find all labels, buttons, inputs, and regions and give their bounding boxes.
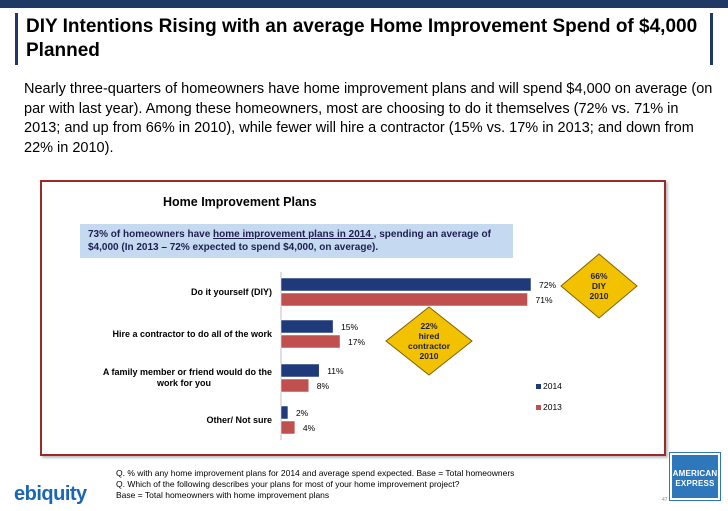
summary-text: Nearly three-quarters of homeowners have… — [24, 81, 713, 156]
page-title: DIY Intentions Rising with an average Ho… — [26, 16, 698, 61]
annotation-label: 66% DIY 2010 — [590, 271, 609, 301]
data-label-2014: 11% — [327, 366, 344, 376]
data-label-2013: 17% — [348, 337, 365, 347]
legend-swatch-2013 — [536, 405, 541, 410]
annotation-diamond — [560, 253, 638, 319]
amex-line-1: AMERICAN — [672, 469, 718, 478]
callout-text-before: 73% of homeowners have — [88, 229, 214, 240]
bar-2013 — [280, 378, 310, 393]
category-label: Other/ Not sure — [206, 415, 272, 425]
footnote-2: Q. Which of the following describes your… — [116, 479, 460, 489]
annotation-diamond — [385, 306, 473, 376]
data-label-2014: 15% — [341, 322, 358, 332]
page-number: 47 — [662, 497, 668, 503]
data-label-2013: 71% — [536, 295, 553, 305]
ebiquity-logo: ebiquity — [14, 483, 87, 505]
american-express-logo: AMERICAN EXPRESS — [669, 452, 721, 501]
top-bar — [0, 0, 728, 8]
category-label: Do it yourself (DIY) — [191, 287, 272, 297]
bar-2014 — [280, 405, 289, 420]
data-label-2014: 2% — [296, 408, 309, 418]
amex-line-2: EXPRESS — [675, 479, 715, 488]
footnotes: Q. % with any home improvement plans for… — [116, 468, 636, 501]
callout-text-after: , spending an average of $4,000 (In 2013… — [88, 229, 491, 253]
data-label-2013: 8% — [317, 381, 330, 391]
annotation-label: 22% hired contractor 2010 — [408, 321, 451, 361]
category-label: A family member or friend would do the wo… — [103, 367, 272, 388]
bar-2014 — [280, 277, 532, 292]
bar-2014 — [280, 319, 334, 334]
bar-2013 — [280, 334, 341, 349]
category-label: Hire a contractor to do all of the work — [112, 329, 273, 339]
legend-swatch-2014 — [536, 384, 541, 389]
bar-2013 — [280, 292, 528, 307]
legend-label-2013: 2013 — [543, 402, 562, 412]
data-label-2013: 4% — [303, 423, 316, 433]
footnote-3: Base = Total homeowners with home improv… — [116, 490, 330, 500]
callout-box: 73% of homeowners have home improvement … — [80, 224, 513, 258]
chart-title: Home Improvement Plans — [163, 195, 317, 209]
footnote-1: Q. % with any home improvement plans for… — [116, 468, 515, 478]
legend-label-2014: 2014 — [543, 381, 562, 391]
bar-2013 — [280, 420, 296, 435]
title-frame — [15, 13, 713, 65]
bar-2014 — [280, 363, 320, 378]
data-label-2014: 72% — [539, 280, 556, 290]
callout-text-underlined: home improvement plans in 2014 — [213, 229, 374, 240]
